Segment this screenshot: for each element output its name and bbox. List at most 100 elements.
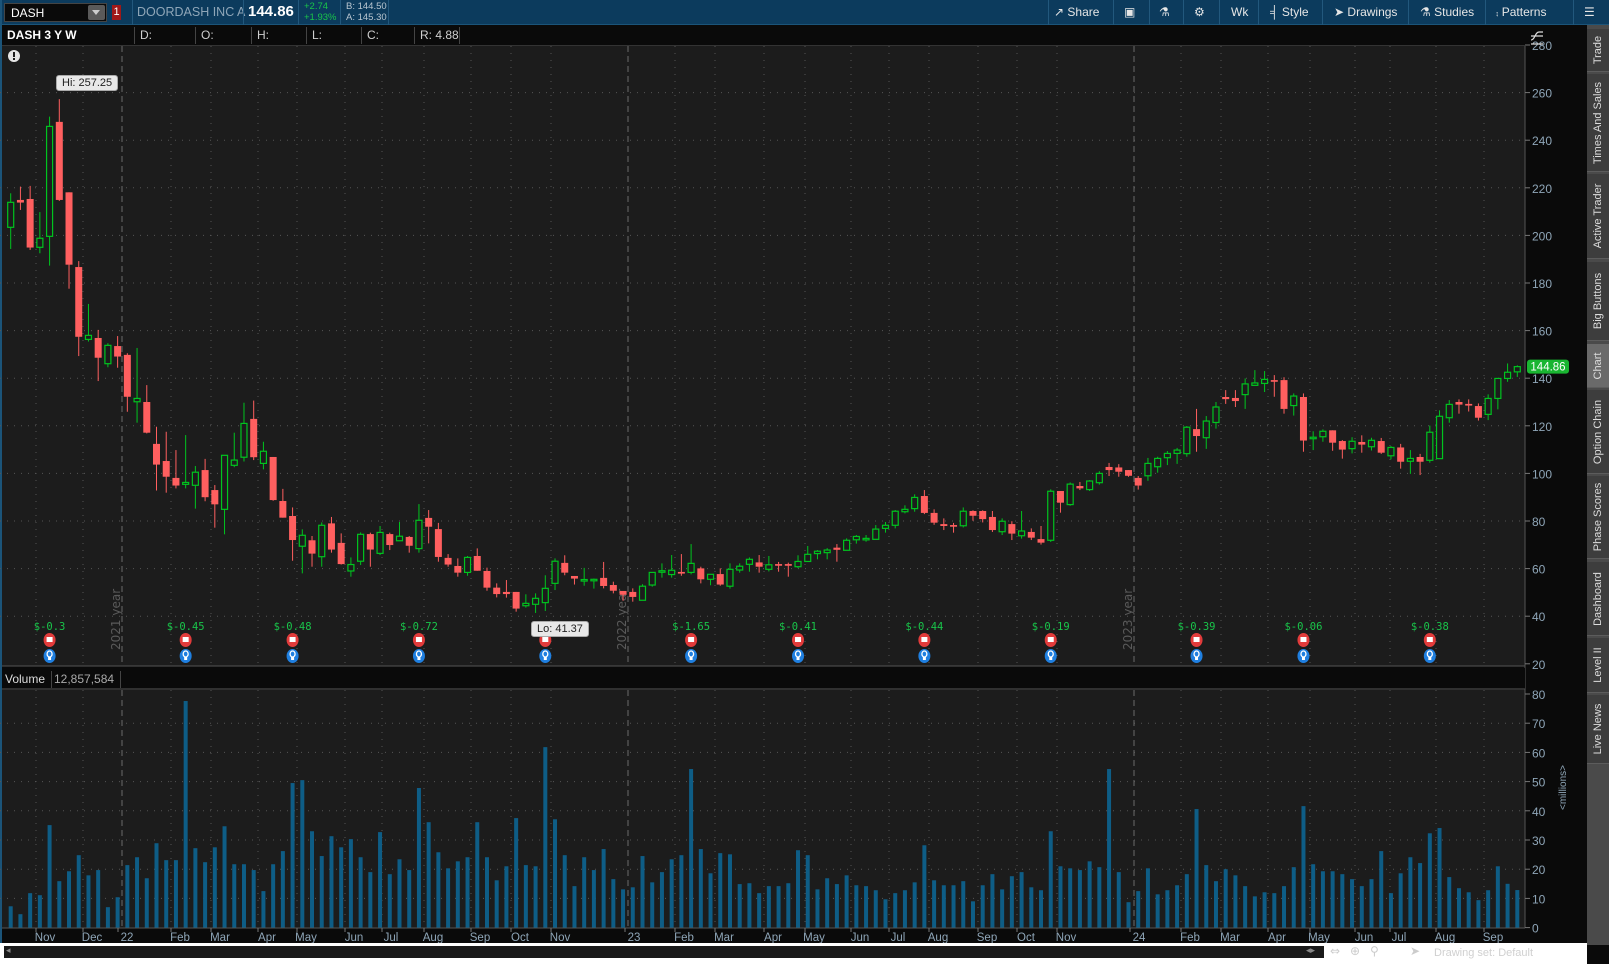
zoom-icon[interactable]: ⚲ <box>1370 944 1379 958</box>
candle-body <box>590 578 598 582</box>
scroll-left-arrow[interactable]: ◂ <box>6 946 11 956</box>
earnings-eps-label: $-1.65 <box>672 621 710 633</box>
time-tick-label: Jul <box>891 932 906 944</box>
dividend-icon-glyph <box>1049 657 1053 660</box>
candle-body <box>784 564 792 566</box>
price-panel[interactable] <box>0 46 1525 666</box>
dividend-icon[interactable] <box>539 649 552 663</box>
side-tab-chart[interactable]: Chart <box>1587 344 1609 388</box>
patterns-button[interactable]: ⨾ Patterns <box>1496 5 1547 19</box>
candle-body <box>366 534 374 550</box>
volume-panel[interactable] <box>0 690 1525 928</box>
dividend-icon[interactable] <box>286 649 299 663</box>
volume-bar <box>465 857 470 928</box>
side-tab-phase-scores[interactable]: Phase Scores <box>1587 476 1609 559</box>
volume-bar <box>591 870 596 928</box>
volume-bar <box>912 882 917 928</box>
alert-icon[interactable] <box>8 50 20 62</box>
earnings-icon[interactable] <box>1423 633 1436 647</box>
volume-bar <box>416 788 421 928</box>
side-tab-live-news[interactable]: Live News <box>1587 695 1609 764</box>
last-price: 144.86 <box>248 3 294 20</box>
candle <box>1047 489 1055 542</box>
candle-body <box>16 199 24 203</box>
volume-bar <box>183 701 188 928</box>
candle <box>872 525 880 540</box>
volume-bar <box>378 832 383 928</box>
flask-icon: ⚗ <box>1420 5 1431 19</box>
earnings-icon[interactable] <box>1190 633 1203 647</box>
year-label: 2023 year <box>1121 589 1135 650</box>
volume-bar <box>990 874 995 928</box>
volume-bar <box>1039 890 1044 928</box>
pan-icon[interactable]: ⇔ <box>1330 944 1341 958</box>
dividend-icon[interactable] <box>43 649 56 663</box>
side-tab-level-ii[interactable]: Level II <box>1587 638 1609 693</box>
horizontal-scrollbar[interactable] <box>4 946 1324 958</box>
dividend-icon[interactable] <box>792 649 805 663</box>
dividend-icon[interactable] <box>685 649 698 663</box>
drawing-set-label[interactable]: Drawing set: Default <box>1434 947 1534 959</box>
aggregation-button[interactable]: Wk <box>1231 5 1249 19</box>
share-button[interactable]: ↗ Share <box>1054 5 1100 19</box>
flexible-grid-button[interactable]: ▣ <box>1124 4 1135 21</box>
candle-body <box>638 585 647 601</box>
earnings-icon[interactable] <box>918 633 931 647</box>
volume-bar <box>368 872 373 928</box>
side-tab-option-chain[interactable]: Option Chain <box>1587 390 1609 474</box>
side-tab-big-buttons[interactable]: Big Buttons <box>1587 262 1609 341</box>
dividend-icon[interactable] <box>412 649 425 663</box>
earnings-icon[interactable] <box>1044 633 1057 647</box>
axis-style-icon[interactable] <box>1530 31 1543 45</box>
time-tick-label: Apr <box>1268 932 1286 944</box>
symbol-input[interactable]: DASH <box>4 3 107 22</box>
candle <box>1231 390 1239 407</box>
side-tab-active-trader[interactable]: Active Trader <box>1587 174 1609 259</box>
earnings-icon[interactable] <box>286 633 299 647</box>
candle <box>1173 447 1181 464</box>
side-tab-trade[interactable]: Trade <box>1587 29 1609 72</box>
dividend-icon[interactable] <box>918 649 931 663</box>
dividend-icon-glyph <box>48 657 52 660</box>
side-tab-times-and-sales[interactable]: Times And Sales <box>1587 74 1609 172</box>
style-button[interactable]: ╡ Style <box>1270 5 1309 19</box>
menu-icon[interactable]: ☰ <box>1584 5 1595 19</box>
time-tick-label: May <box>1308 932 1330 944</box>
studies-button[interactable]: ⚗ Studies <box>1420 5 1475 19</box>
candle-body <box>182 481 190 485</box>
chart-settings-button[interactable]: ⚙ <box>1194 4 1205 21</box>
volume-bar <box>737 884 742 928</box>
scroll-arrows[interactable]: ◂▸ <box>1306 946 1316 956</box>
volume-bar <box>902 890 907 928</box>
volume-bar <box>1077 870 1082 928</box>
drawing-cursor-icon[interactable]: ➤ <box>1410 944 1421 958</box>
candle-body <box>1066 483 1074 506</box>
price-axis[interactable] <box>1525 46 1587 945</box>
dividend-icon[interactable] <box>1297 649 1310 663</box>
side-tab-label: Dashboard <box>1592 571 1604 626</box>
link-group-badge[interactable]: 1 <box>112 5 121 20</box>
symbol-dropdown-button[interactable] <box>88 5 105 20</box>
earnings-icon[interactable] <box>179 633 192 647</box>
earnings-icon[interactable] <box>412 633 425 647</box>
dividend-icon[interactable] <box>179 649 192 663</box>
earnings-icon[interactable] <box>43 633 56 647</box>
candle <box>259 441 268 470</box>
volume-bar <box>1262 892 1267 928</box>
earnings-eps-label: $-0.19 <box>1032 621 1070 633</box>
dividend-icon[interactable] <box>1190 649 1203 663</box>
side-tab-dashboard[interactable]: Dashboard <box>1587 562 1609 636</box>
dividend-icon[interactable] <box>1044 649 1057 663</box>
earnings-icon[interactable] <box>1297 633 1310 647</box>
candle <box>357 532 365 566</box>
crosshair-icon[interactable]: ⊕ <box>1350 944 1361 958</box>
dividend-icon[interactable] <box>1423 649 1436 663</box>
volume-bar <box>689 769 694 928</box>
candle-body <box>94 337 102 358</box>
thinkscript-lab-button[interactable]: ⚗ <box>1159 4 1170 21</box>
earnings-icon[interactable] <box>792 633 805 647</box>
earnings-icon[interactable] <box>685 633 698 647</box>
candle-body <box>658 570 666 573</box>
price-volume-chart[interactable]: 2021 year 2022 year 2023 year $-0.3 $-0.45 $… <box>0 0 1587 945</box>
drawings-button[interactable]: ➤ Drawings <box>1334 5 1398 19</box>
